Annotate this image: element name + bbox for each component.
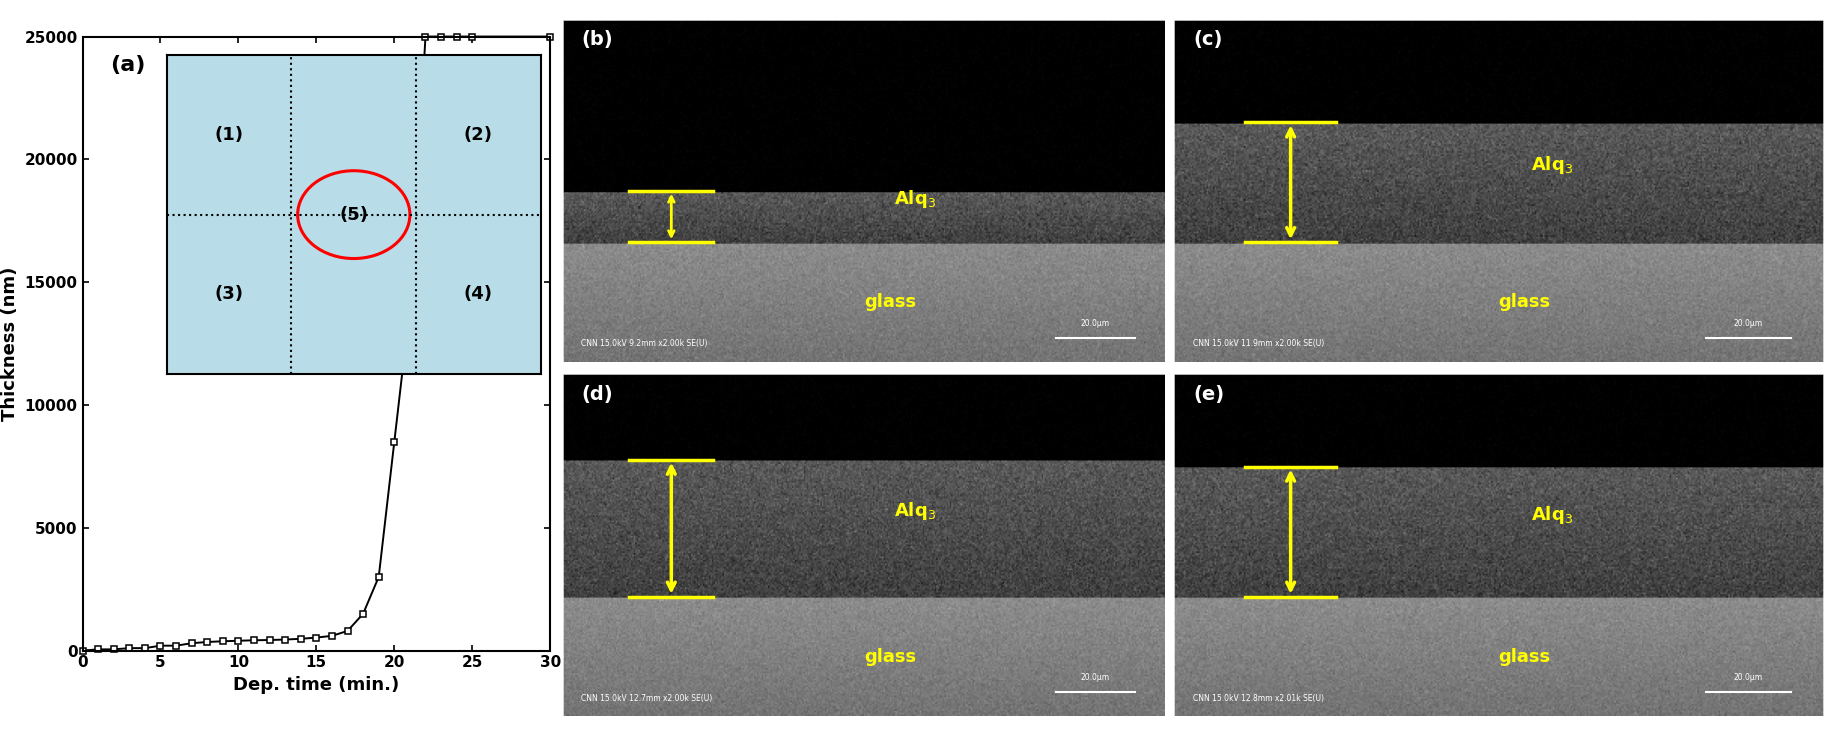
Text: CNN 15.0kV 11.9mm x2.00k SE(U): CNN 15.0kV 11.9mm x2.00k SE(U) <box>1194 339 1324 348</box>
X-axis label: Dep. time (min.): Dep. time (min.) <box>233 676 400 694</box>
Text: glass: glass <box>1498 648 1550 665</box>
Text: CNN 15.0kV 12.7mm x2.00k SE(U): CNN 15.0kV 12.7mm x2.00k SE(U) <box>581 694 712 702</box>
Y-axis label: Thickness (nm): Thickness (nm) <box>0 266 18 421</box>
Text: (c): (c) <box>1194 30 1223 49</box>
Text: CNN 15.0kV 12.8mm x2.01k SE(U): CNN 15.0kV 12.8mm x2.01k SE(U) <box>1194 694 1324 702</box>
Text: Alq$_3$: Alq$_3$ <box>1531 504 1574 526</box>
Text: glass: glass <box>864 648 915 665</box>
Text: Alq$_3$: Alq$_3$ <box>893 500 935 522</box>
Text: (e): (e) <box>1194 385 1225 404</box>
Text: Alq$_3$: Alq$_3$ <box>1531 154 1574 176</box>
Text: (a): (a) <box>110 55 147 75</box>
Text: (b): (b) <box>581 30 613 49</box>
Text: CNN 15.0kV 9.2mm x2.00k SE(U): CNN 15.0kV 9.2mm x2.00k SE(U) <box>581 339 708 348</box>
Text: glass: glass <box>864 293 915 311</box>
Text: 20.0μm: 20.0μm <box>1733 319 1762 327</box>
Text: 20.0μm: 20.0μm <box>1080 673 1110 682</box>
Text: (d): (d) <box>581 385 613 404</box>
Text: Alq$_3$: Alq$_3$ <box>893 189 935 211</box>
Text: 20.0μm: 20.0μm <box>1080 319 1110 327</box>
Text: 20.0μm: 20.0μm <box>1733 673 1762 682</box>
Text: glass: glass <box>1498 293 1550 311</box>
